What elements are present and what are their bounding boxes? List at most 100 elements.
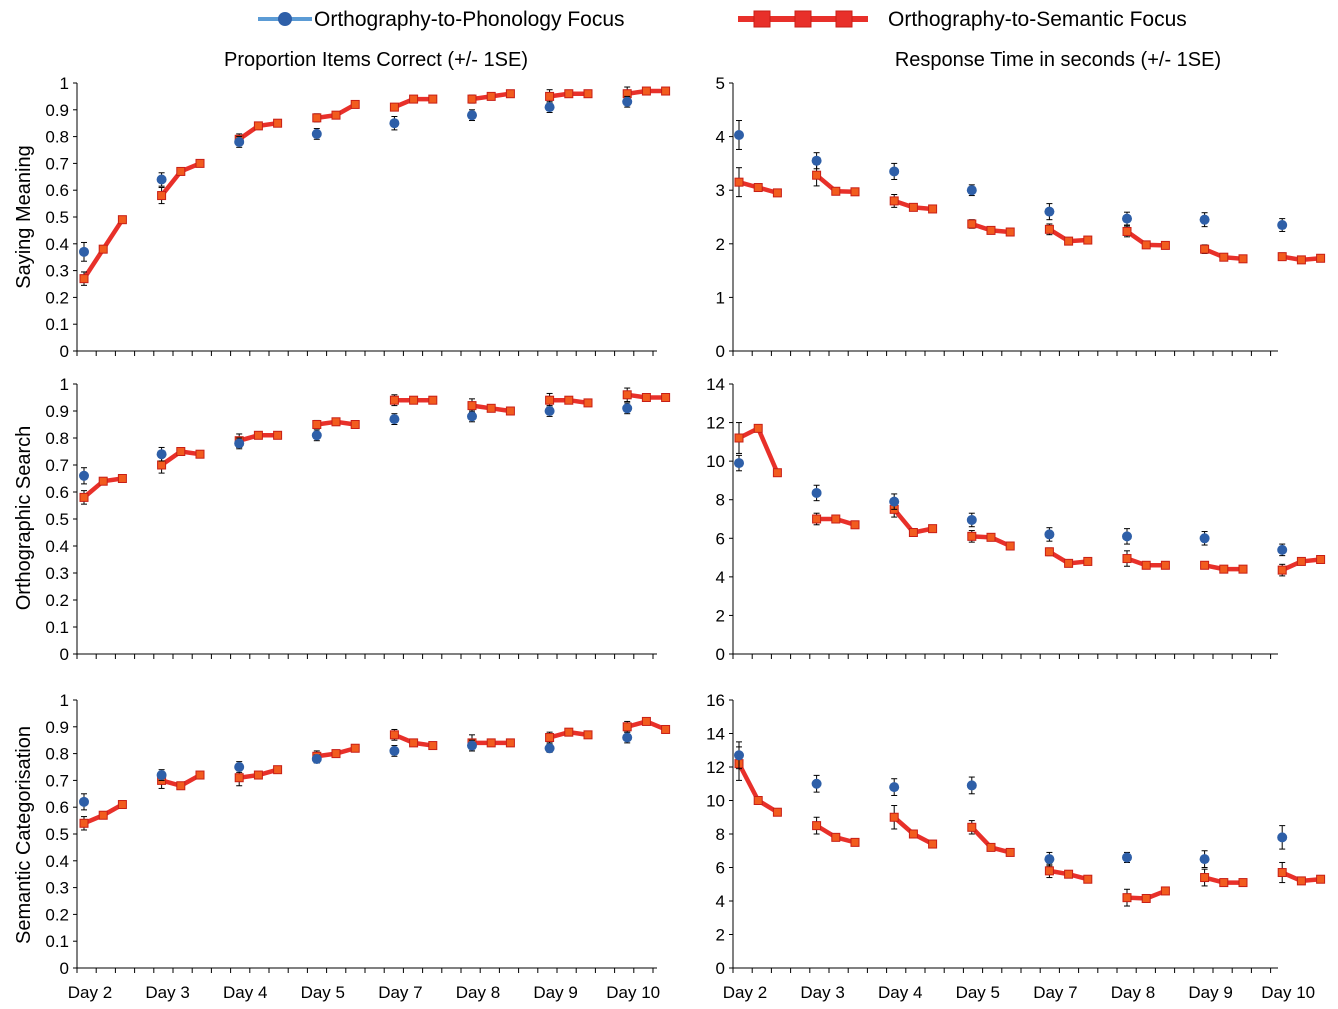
y-tick-label: 0.6 — [45, 798, 69, 817]
x-tick-label: Day 2 — [723, 983, 767, 1002]
phonology-data-point — [622, 403, 633, 414]
y-tick-label: 0.3 — [45, 262, 69, 281]
semantic-data-point — [772, 188, 782, 198]
y-tick-label: 4 — [716, 128, 725, 147]
y-tick-label: 0.5 — [45, 825, 69, 844]
semantic-data-point — [753, 183, 763, 193]
y-tick-label: 0.2 — [45, 905, 69, 924]
y-tick-label: 0.7 — [45, 456, 69, 475]
y-tick-label: 0.4 — [45, 537, 69, 556]
x-tick-label: Day 5 — [956, 983, 1000, 1002]
semantic-data-point — [1296, 876, 1306, 886]
semantic-data-point — [908, 829, 918, 839]
phonology-data-point — [234, 136, 245, 147]
semantic-data-point — [1064, 558, 1074, 568]
semantic-data-point — [1122, 554, 1132, 564]
semantic-data-point — [928, 524, 938, 534]
y-tick-label: 5 — [716, 74, 725, 93]
semantic-data-point — [850, 187, 860, 197]
phonology-data-point — [734, 458, 744, 469]
semantic-data-point — [622, 390, 632, 400]
semantic-data-point — [505, 406, 515, 416]
semantic-data-point — [1044, 866, 1054, 876]
legend-phonology-label: Orthography-to-Phonology Focus — [314, 8, 625, 31]
legend: Orthography-to-Phonology Focus Orthograp… — [258, 8, 1187, 31]
y-tick-label: 0.5 — [45, 510, 69, 529]
phonology-data-point — [1044, 529, 1055, 540]
semantic-data-point — [967, 822, 977, 832]
semantic-data-point — [986, 842, 996, 852]
y-tick-label: 0.8 — [45, 429, 69, 448]
y-tick-label: 1 — [60, 691, 69, 710]
semantic-data-point — [928, 204, 938, 214]
column-title-accuracy: Proportion Items Correct (+/- 1SE) — [224, 49, 528, 71]
semantic-data-point — [389, 395, 399, 405]
semantic-data-point — [545, 733, 555, 743]
semantic-data-point — [1044, 224, 1054, 234]
semantic-data-point — [1083, 556, 1093, 566]
y-tick-label: 1 — [716, 288, 725, 307]
phonology-data-point — [1044, 854, 1055, 865]
semantic-data-point — [467, 94, 477, 104]
semantic-data-point — [986, 225, 996, 235]
semantic-data-point — [928, 839, 938, 849]
semantic-data-point — [195, 158, 205, 168]
phonology-data-point — [811, 155, 822, 166]
y-tick-label: 0.4 — [45, 235, 69, 254]
phonology-data-point — [544, 102, 555, 113]
semantic-data-point — [734, 433, 744, 443]
phonology-data-point — [79, 470, 89, 481]
y-tick-label: 0.1 — [45, 618, 69, 637]
semantic-data-point — [331, 417, 341, 427]
phonology-data-point — [389, 118, 400, 129]
semantic-data-point — [812, 514, 822, 524]
semantic-data-point — [831, 832, 841, 842]
semantic-data-point — [772, 807, 782, 817]
legend-semantic-marker — [738, 10, 868, 28]
semantic-data-point — [967, 531, 977, 541]
semantic-data-point — [1200, 873, 1210, 883]
x-tick-label: Day 10 — [1261, 983, 1315, 1002]
phonology-data-point — [156, 174, 167, 185]
x-tick-label: Day 9 — [1188, 983, 1232, 1002]
semantic-data-point — [661, 393, 671, 402]
y-tick-label: 4 — [716, 568, 725, 587]
semantic-data-point — [1044, 547, 1054, 557]
phonology-data-point — [79, 796, 89, 807]
semantic-data-point — [157, 460, 167, 470]
y-tick-label: 0.9 — [45, 718, 69, 737]
x-tick-label: Day 4 — [878, 983, 922, 1002]
y-tick-label: 0.5 — [45, 208, 69, 227]
y-tick-label: 0 — [60, 342, 69, 361]
y-tick-label: 0 — [716, 959, 725, 978]
semantic-data-point — [505, 738, 515, 748]
semantic-data-point — [753, 796, 763, 805]
y-tick-label: 0.9 — [45, 101, 69, 120]
y-tick-label: 0.6 — [45, 483, 69, 502]
y-tick-label: 4 — [716, 892, 725, 911]
phonology-data-point — [311, 430, 322, 441]
x-tick-label: Day 5 — [301, 983, 345, 1002]
semantic-data-point — [1005, 227, 1015, 237]
semantic-data-point — [1141, 560, 1151, 570]
semantic-data-point — [312, 113, 322, 123]
semantic-data-point — [350, 420, 360, 429]
semantic-data-point — [889, 812, 899, 822]
semantic-data-point — [1141, 240, 1151, 250]
semantic-data-point — [1005, 541, 1015, 551]
y-tick-label: 14 — [706, 375, 725, 394]
semantic-data-point — [253, 121, 263, 131]
semantic-data-point — [1200, 560, 1210, 570]
semantic-data-point — [889, 196, 899, 206]
phonology-data-point — [79, 246, 89, 257]
semantic-data-point — [850, 520, 860, 530]
y-tick-label: 0.7 — [45, 771, 69, 790]
y-tick-label: 14 — [706, 725, 725, 744]
semantic-data-point — [195, 770, 205, 780]
semantic-data-point — [98, 244, 108, 254]
y-tick-label: 16 — [706, 691, 725, 710]
legend-semantic-label: Orthography-to-Semantic Focus — [888, 8, 1187, 31]
semantic-data-point — [1316, 874, 1326, 884]
y-tick-label: 0.7 — [45, 154, 69, 173]
